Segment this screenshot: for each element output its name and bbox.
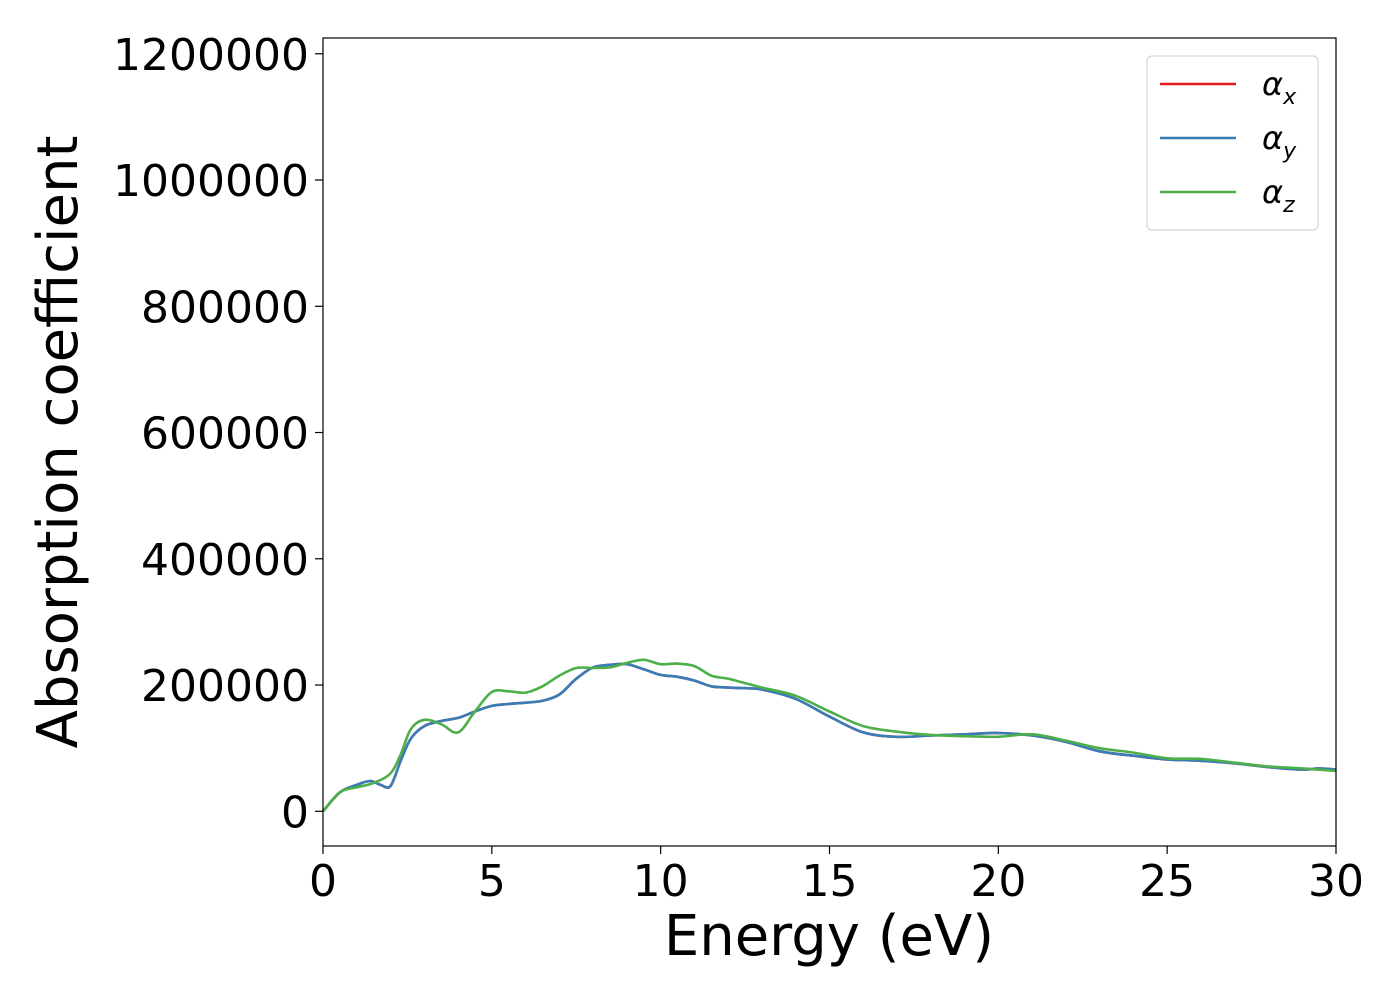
- y-tick-label: 800000: [141, 282, 309, 333]
- x-tick-label: 5: [478, 856, 506, 907]
- series-line-alpha-y: [322, 662, 1337, 813]
- x-tick-label: 20: [970, 856, 1026, 907]
- x-tick-label: 10: [633, 856, 689, 907]
- x-tick-label: 15: [802, 856, 858, 907]
- y-tick-label: 1200000: [113, 30, 309, 81]
- y-axis: 0 200000 400000 600000 800000 1000000 1200000: [113, 30, 323, 838]
- y-tick-label: 1000000: [113, 156, 309, 207]
- series-line-alpha-z: [322, 658, 1337, 813]
- x-axis-title: Energy (eV): [664, 904, 994, 969]
- y-axis-title: Absorption coefficient: [26, 136, 91, 749]
- series-layer: [322, 658, 1337, 813]
- y-tick-label: 400000: [141, 535, 309, 586]
- legend-box: [1146, 55, 1319, 231]
- y-tick-label: 0: [281, 787, 309, 838]
- y-tick-label: 200000: [141, 661, 309, 712]
- x-axis: 0 5 10 15 20 25 30: [309, 846, 1364, 907]
- x-tick-label: 0: [309, 856, 337, 907]
- x-tick-label: 30: [1308, 856, 1364, 907]
- y-tick-label: 600000: [141, 409, 309, 460]
- x-tick-label: 25: [1139, 856, 1195, 907]
